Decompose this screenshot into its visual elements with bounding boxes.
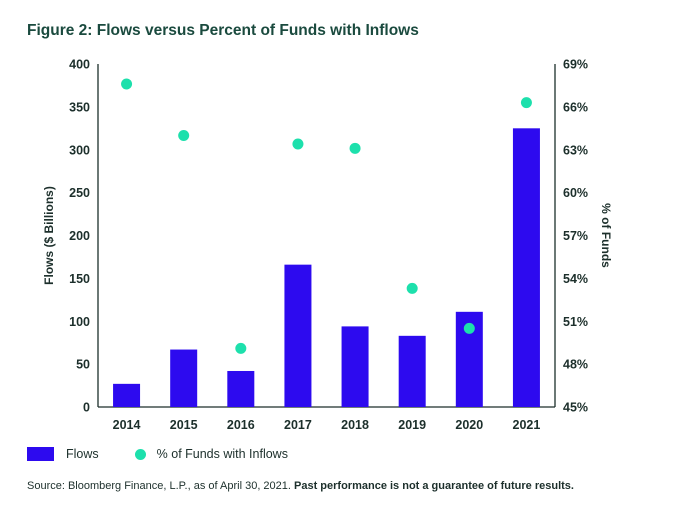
dot-2021 [520, 97, 532, 109]
right-axis-ticks: 45% 48% 51% 54% 57% 60% 63% 66% 69% [563, 58, 588, 415]
bar-2017 [284, 264, 312, 407]
x-axis-ticks: 2014 2015 2016 2017 2018 2019 2020 2021 [113, 418, 541, 432]
dot-2017 [292, 138, 304, 150]
x-tick-label: 2020 [455, 418, 483, 432]
right-tick-label: 48% [563, 358, 588, 372]
x-tick-label: 2015 [170, 418, 198, 432]
x-tick-label: 2017 [284, 418, 312, 432]
left-axis-title: Flows ($ Billions) [42, 186, 56, 285]
chart-area: 0 50 100 150 200 250 300 350 400 45% 48% 51% 54% 57%… [42, 58, 613, 433]
legend-swatch-dot [134, 448, 146, 460]
bar-2018 [341, 326, 369, 407]
left-tick-label: 300 [69, 143, 90, 157]
right-tick-label: 69% [563, 58, 588, 72]
legend-item-funds: % of Funds with Inflows [134, 447, 288, 461]
bar-2016 [227, 370, 255, 407]
right-tick-label: 51% [563, 315, 588, 329]
left-tick-label: 150 [69, 272, 90, 286]
right-tick-label: 60% [563, 186, 588, 200]
right-tick-label: 63% [563, 143, 588, 157]
chart-title: Figure 2: Flows versus Percent of Funds … [27, 22, 419, 39]
left-tick-label: 50 [76, 358, 90, 372]
bar-2019 [398, 335, 426, 407]
legend-label-flows: Flows [66, 447, 99, 461]
right-tick-label: 54% [563, 272, 588, 286]
dot-2015 [178, 129, 190, 141]
dot-2018 [349, 142, 361, 154]
right-tick-label: 45% [563, 401, 588, 415]
dot-2016 [235, 342, 247, 354]
legend-item-flows: Flows [27, 447, 99, 461]
right-tick-label: 66% [563, 100, 588, 114]
bar-2021 [512, 128, 540, 407]
legend: Flows % of Funds with Inflows [27, 447, 324, 461]
left-tick-label: 400 [69, 58, 90, 72]
dot-series [121, 78, 532, 354]
x-tick-label: 2019 [398, 418, 426, 432]
x-tick-label: 2016 [227, 418, 255, 432]
source-text: Source: Bloomberg Finance, L.P., as of A… [27, 480, 295, 492]
source-note: Source: Bloomberg Finance, L.P., as of A… [27, 480, 574, 492]
x-tick-label: 2018 [341, 418, 369, 432]
legend-swatch-bar [27, 447, 54, 461]
left-tick-label: 350 [69, 100, 90, 114]
x-tick-label: 2021 [513, 418, 541, 432]
left-tick-label: 200 [69, 229, 90, 243]
left-tick-label: 250 [69, 186, 90, 200]
dot-2020 [463, 322, 475, 334]
left-tick-label: 0 [83, 401, 90, 415]
dot-2019 [406, 282, 418, 294]
bar-2015 [170, 349, 198, 407]
bar-series [113, 128, 540, 407]
left-axis-ticks: 0 50 100 150 200 250 300 350 400 [69, 58, 90, 415]
x-tick-label: 2014 [113, 418, 141, 432]
legend-label-funds: % of Funds with Inflows [156, 447, 288, 461]
bar-2014 [113, 383, 141, 407]
left-tick-label: 100 [69, 315, 90, 329]
right-tick-label: 57% [563, 229, 588, 243]
right-axis-title: % of Funds [599, 203, 613, 268]
source-disclaimer: Past performance is not a guarantee of f… [294, 480, 574, 492]
dot-2014 [121, 78, 133, 90]
